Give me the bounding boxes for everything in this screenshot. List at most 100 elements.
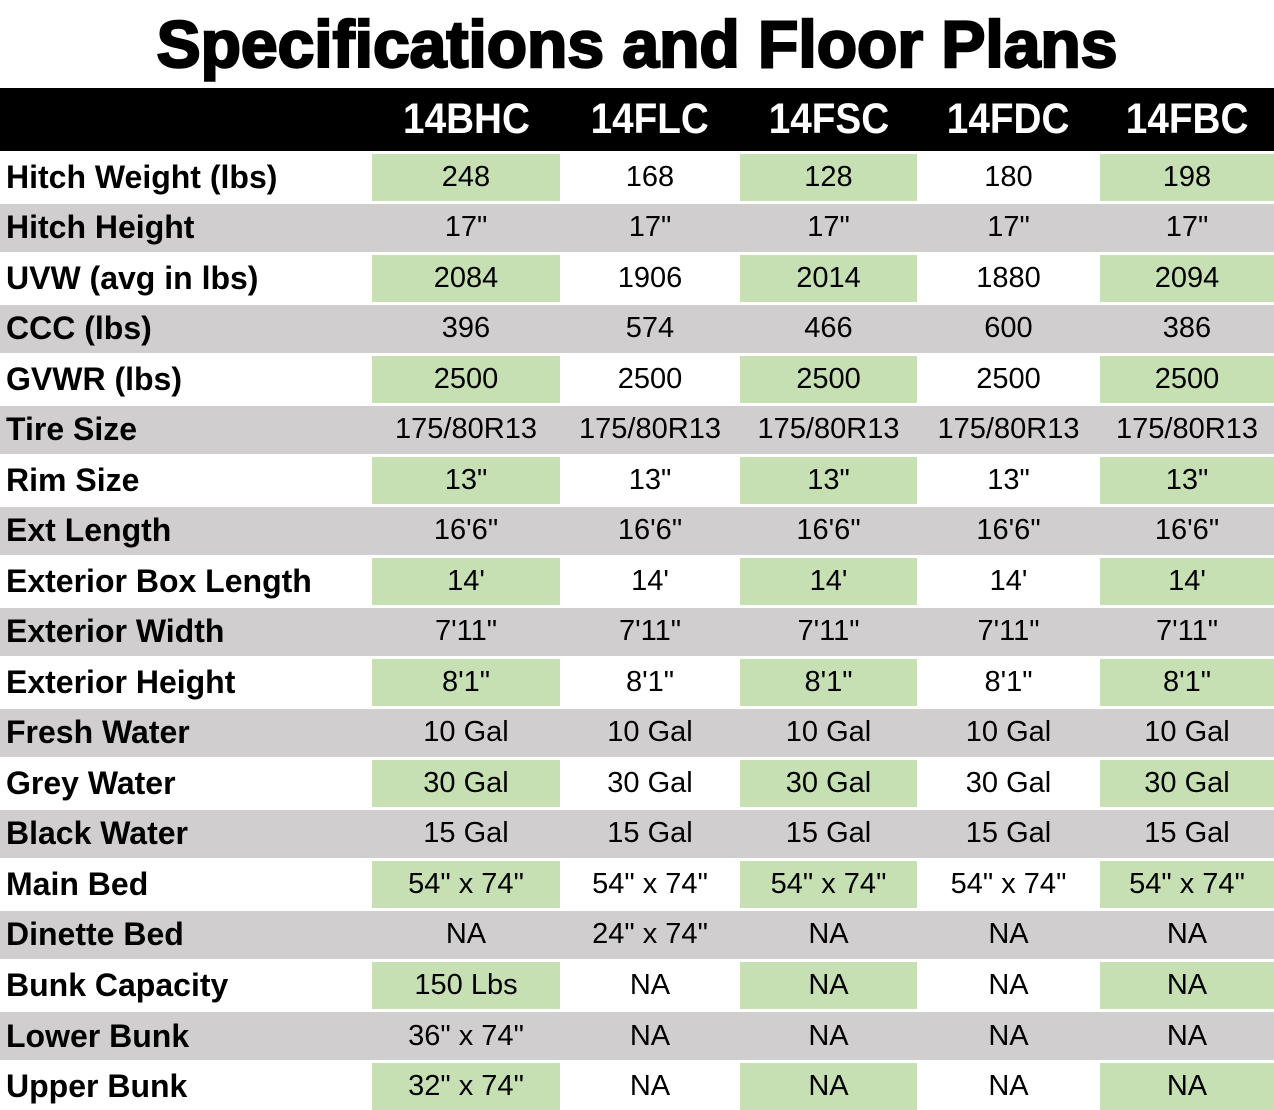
row-label: Hitch Weight (lbs): [0, 150, 372, 203]
spec-cell: 14': [560, 554, 740, 607]
spec-cell: 2014: [740, 251, 917, 304]
row-label: Exterior Box Length: [0, 554, 372, 607]
spec-cell: 175/80R13: [560, 403, 740, 456]
spec-cell: 16'6": [560, 504, 740, 557]
row-label: Lower Bunk: [0, 1009, 372, 1062]
spec-cell: 54" x 74": [560, 857, 740, 910]
spec-cell: 16'6": [372, 504, 560, 557]
spec-cell: 8'1": [560, 655, 740, 708]
column-header-14fdc: 14FDC: [917, 88, 1100, 152]
spec-cell: 17": [917, 201, 1100, 254]
spec-cell: NA: [740, 1009, 917, 1062]
spec-cell: NA: [1100, 1009, 1274, 1062]
spec-cell: 30 Gal: [1100, 756, 1274, 809]
row-label: CCC (lbs): [0, 302, 372, 355]
spec-cell: 13": [740, 453, 917, 506]
spec-cell: 15 Gal: [1100, 807, 1274, 860]
spec-cell: 150 Lbs: [372, 958, 560, 1011]
spec-cell: 14': [372, 554, 560, 607]
spec-cell: 15 Gal: [917, 807, 1100, 860]
table-row: Exterior Box Length 14' 14' 14' 14' 14': [0, 554, 1274, 607]
table-row: GVWR (lbs) 2500 2500 2500 2500 2500: [0, 352, 1274, 405]
spec-cell: 30 Gal: [372, 756, 560, 809]
spec-cell: NA: [560, 1009, 740, 1062]
table-row: Black Water 15 Gal 15 Gal 15 Gal 15 Gal 15 Ga…: [0, 807, 1274, 860]
spec-cell: NA: [917, 1009, 1100, 1062]
table-row: Main Bed 54" x 74" 54" x 74" 54" x 74" 54" x…: [0, 857, 1274, 910]
row-label: Exterior Height: [0, 655, 372, 708]
spec-cell: NA: [740, 1059, 917, 1110]
row-label: Black Water: [0, 807, 372, 860]
row-label: Tire Size: [0, 403, 372, 456]
spec-cell: 2500: [372, 352, 560, 405]
spec-cell: 175/80R13: [1100, 403, 1274, 456]
row-label: Main Bed: [0, 857, 372, 910]
spec-cell: 30 Gal: [560, 756, 740, 809]
spec-cell: 54" x 74": [1100, 857, 1274, 910]
header-corner-blank: [0, 88, 372, 152]
row-label: Exterior Width: [0, 605, 372, 658]
spec-cell: NA: [917, 958, 1100, 1011]
spec-cell: 1880: [917, 251, 1100, 304]
spec-cell: 198: [1100, 150, 1274, 203]
table-row: Lower Bunk 36" x 74" NA NA NA NA: [0, 1009, 1274, 1062]
column-header-14flc: 14FLC: [560, 88, 740, 152]
row-label: Bunk Capacity: [0, 958, 372, 1011]
row-label: UVW (avg in lbs): [0, 251, 372, 304]
spec-cell: 7'11": [1100, 605, 1274, 658]
column-header-14bhc: 14BHC: [372, 88, 560, 152]
spec-cell: 128: [740, 150, 917, 203]
spec-cell: 16'6": [1100, 504, 1274, 557]
spec-cell: NA: [917, 908, 1100, 961]
spec-cell: 36" x 74": [372, 1009, 560, 1062]
spec-cell: NA: [917, 1059, 1100, 1110]
spec-cell: 10 Gal: [560, 706, 740, 759]
column-header-14fbc: 14FBC: [1100, 88, 1274, 152]
spec-cell: 13": [372, 453, 560, 506]
spec-cell: 180: [917, 150, 1100, 203]
spec-cell: 2500: [917, 352, 1100, 405]
spec-cell: 14': [917, 554, 1100, 607]
spec-cell: 15 Gal: [560, 807, 740, 860]
spec-cell: 13": [1100, 453, 1274, 506]
spec-cell: 17": [560, 201, 740, 254]
spec-cell: 386: [1100, 302, 1274, 355]
spec-cell: 54" x 74": [372, 857, 560, 910]
spec-cell: 574: [560, 302, 740, 355]
spec-cell: 17": [1100, 201, 1274, 254]
spec-cell: NA: [560, 1059, 740, 1110]
table-row: CCC (lbs) 396 574 466 600 386: [0, 302, 1274, 355]
table-row: Exterior Width 7'11" 7'11" 7'11" 7'11" 7'11": [0, 605, 1274, 658]
row-label: Fresh Water: [0, 706, 372, 759]
row-label: Hitch Height: [0, 201, 372, 254]
table-row: Exterior Height 8'1" 8'1" 8'1" 8'1" 8'1": [0, 655, 1274, 708]
spec-cell: 7'11": [560, 605, 740, 658]
spec-cell: 24" x 74": [560, 908, 740, 961]
spec-cell: 30 Gal: [917, 756, 1100, 809]
table-row: Rim Size 13" 13" 13" 13" 13": [0, 453, 1274, 506]
table-row: Hitch Height 17" 17" 17" 17" 17": [0, 201, 1274, 254]
spec-cell: NA: [1100, 908, 1274, 961]
header-row: 14BHC 14FLC 14FSC 14FDC 14FBC: [0, 88, 1274, 152]
page-title: Specifications and Floor Plans: [155, 6, 1118, 82]
column-header-label: 14FDC: [947, 94, 1070, 143]
spec-cell: 8'1": [1100, 655, 1274, 708]
spec-cell: 168: [560, 150, 740, 203]
spec-cell: 600: [917, 302, 1100, 355]
table-row: Grey Water 30 Gal 30 Gal 30 Gal 30 Gal 30 Gal: [0, 756, 1274, 809]
spec-cell: 16'6": [917, 504, 1100, 557]
spec-cell: 1906: [560, 251, 740, 304]
spec-cell: 16'6": [740, 504, 917, 557]
column-header-label: 14FLC: [590, 94, 710, 143]
row-label: GVWR (lbs): [0, 352, 372, 405]
spec-cell: 175/80R13: [372, 403, 560, 456]
row-label: Grey Water: [0, 756, 372, 809]
row-label: Ext Length: [0, 504, 372, 557]
spec-cell: 32" x 74": [372, 1059, 560, 1110]
spec-cell: 2094: [1100, 251, 1274, 304]
spec-cell: 8'1": [372, 655, 560, 708]
spec-cell: 7'11": [740, 605, 917, 658]
spec-cell: 175/80R13: [740, 403, 917, 456]
spec-cell: 10 Gal: [1100, 706, 1274, 759]
